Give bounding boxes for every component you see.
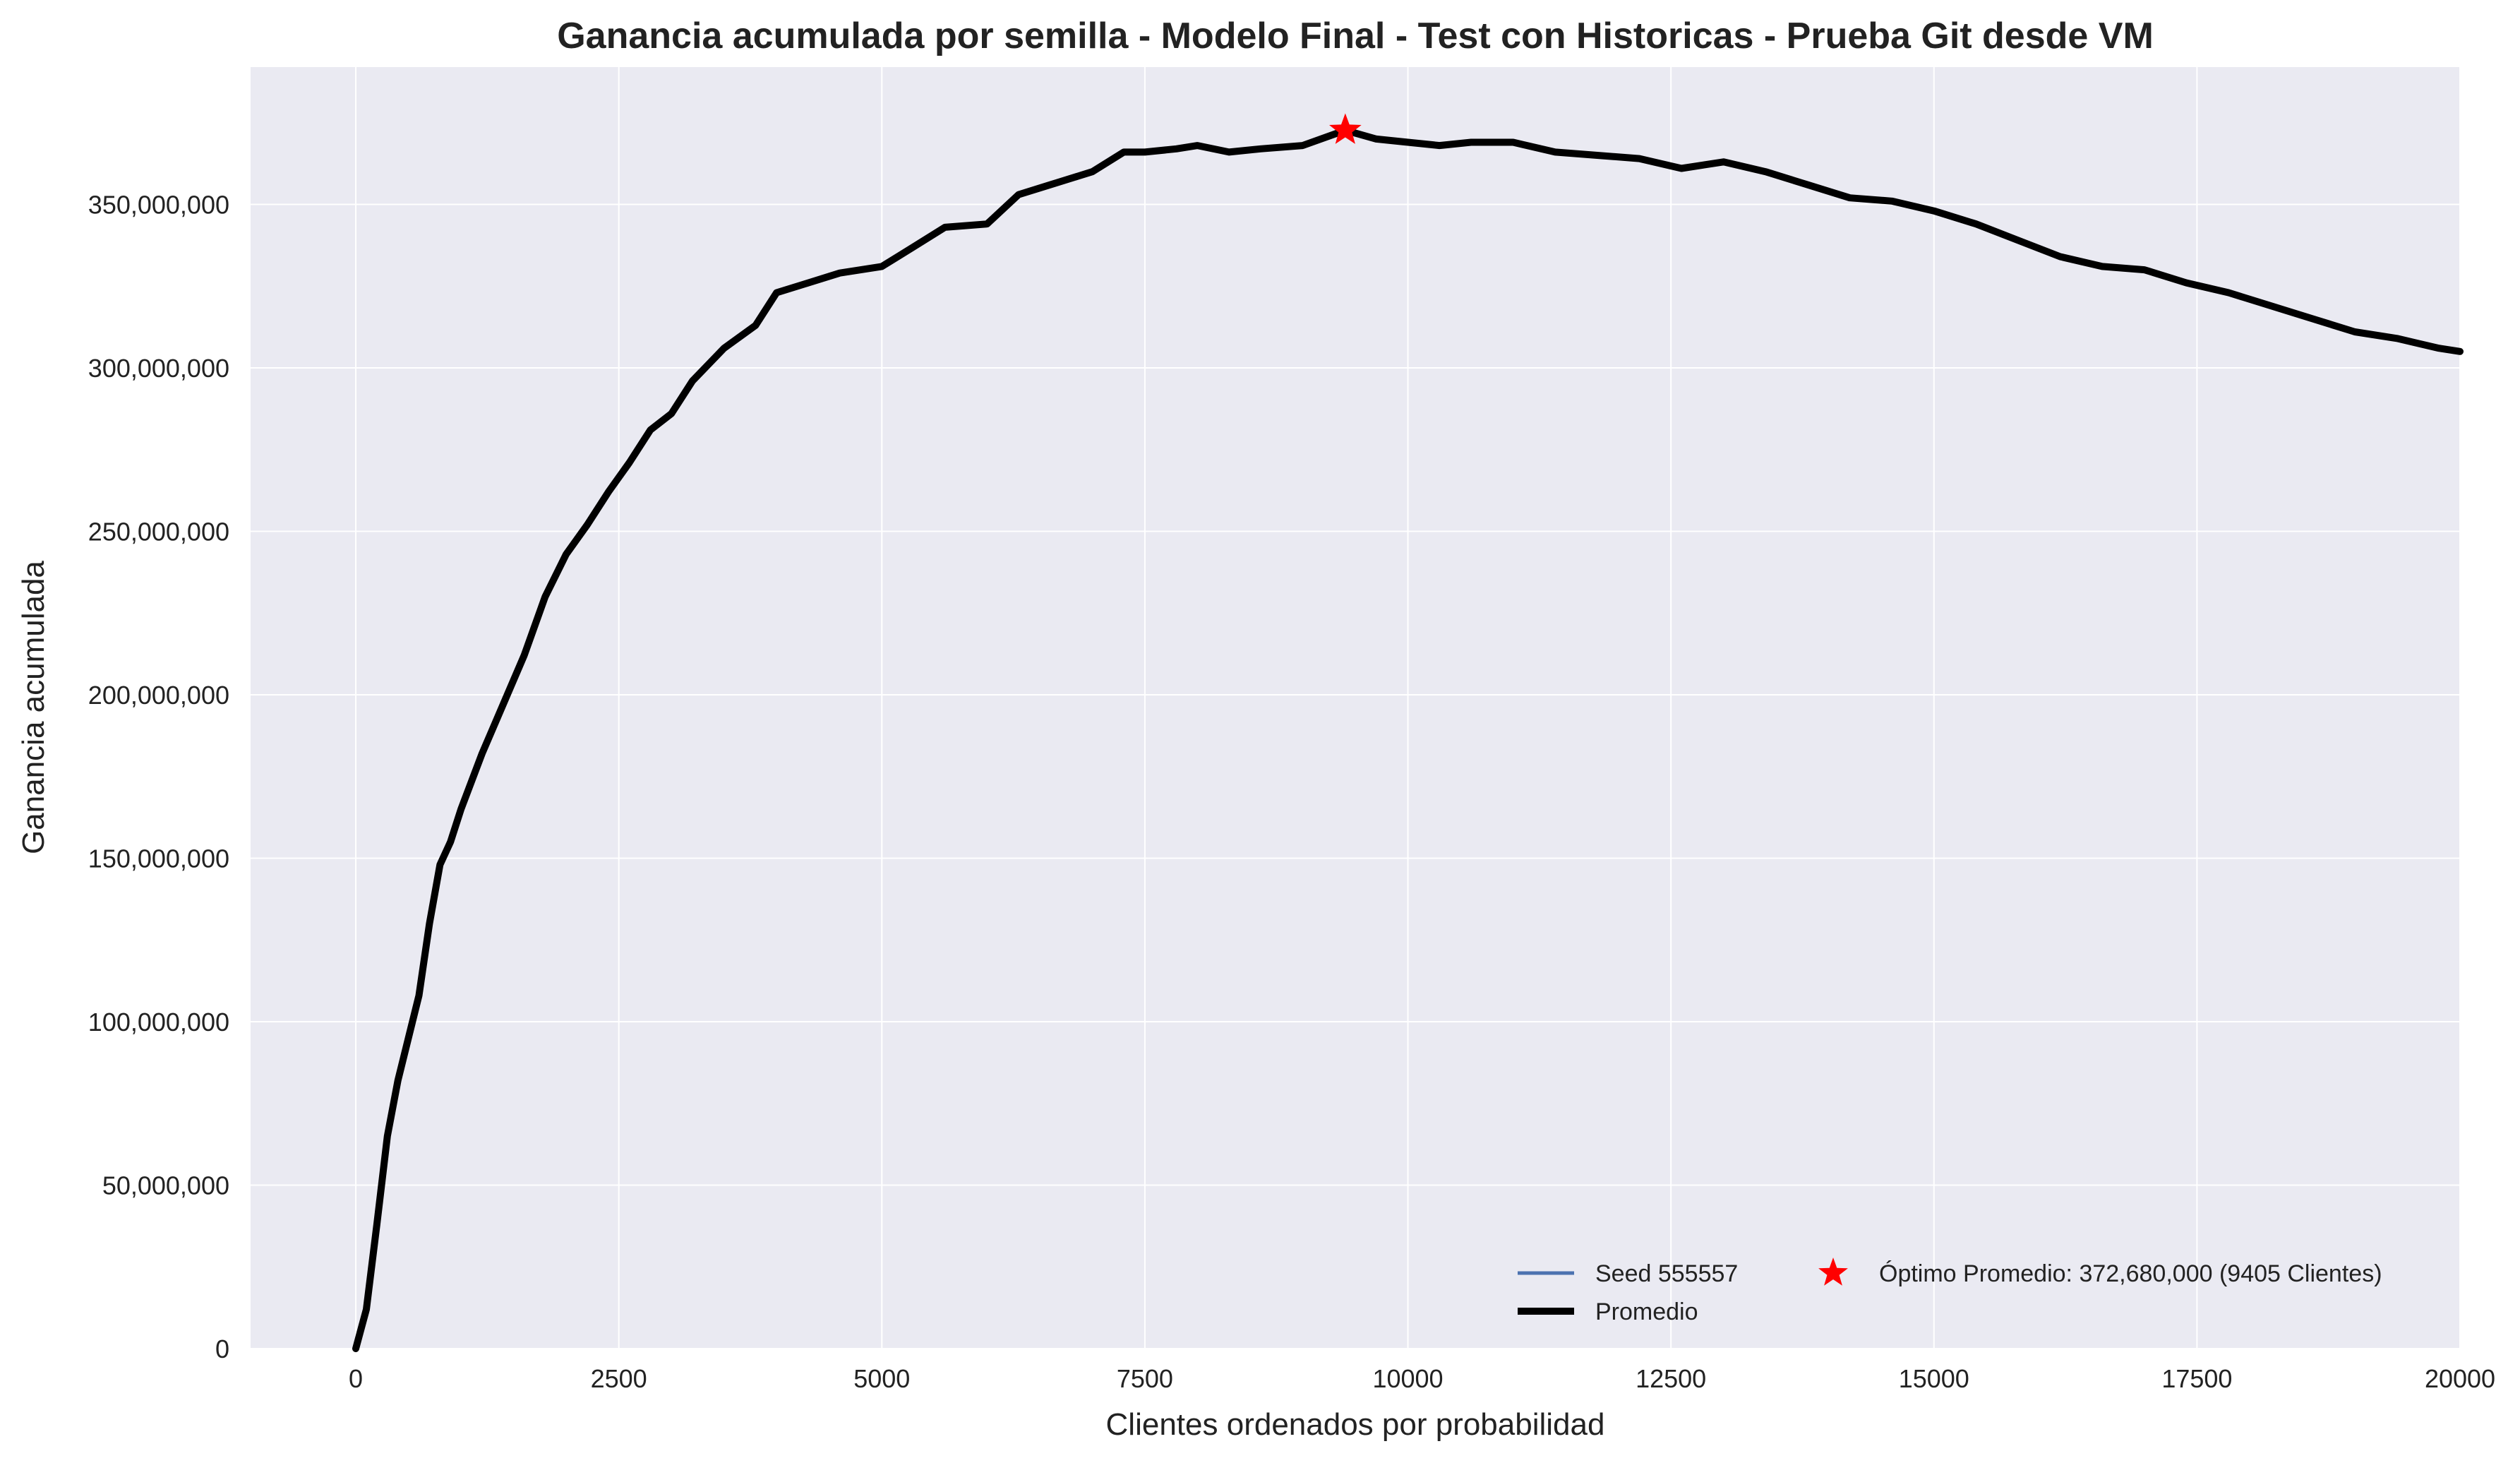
grid-lines — [251, 67, 2461, 1349]
x-tick-label: 0 — [349, 1364, 363, 1393]
y-tick-label: 50,000,000 — [102, 1171, 229, 1200]
y-tick-label: 200,000,000 — [88, 681, 229, 710]
y-axis-ticks: 0 50,000,000 100,000,000 150,000,000 200,000… — [88, 190, 229, 1363]
legend-star-icon — [1818, 1258, 1848, 1286]
y-tick-label: 0 — [215, 1334, 229, 1363]
y-tick-label: 350,000,000 — [88, 190, 229, 219]
x-tick-label: 7500 — [1117, 1364, 1173, 1393]
x-tick-label: 10000 — [1372, 1364, 1443, 1393]
legend-label-seed: Seed 555557 — [1595, 1260, 1738, 1287]
x-tick-label: 17500 — [2161, 1364, 2232, 1393]
y-tick-label: 300,000,000 — [88, 354, 229, 383]
series-lines — [352, 126, 2464, 1352]
chart-title: Ganancia acumulada por semilla - Modelo … — [557, 16, 2154, 56]
legend: Seed 555557 Promedio Óptimo Promedio: 37… — [1518, 1258, 2382, 1325]
series-line-promedio — [352, 126, 2464, 1352]
x-tick-label: 20000 — [2425, 1364, 2495, 1393]
y-tick-label: 150,000,000 — [88, 844, 229, 873]
x-tick-label: 5000 — [853, 1364, 910, 1393]
x-axis-label: Clientes ordenados por probabilidad — [1106, 1407, 1605, 1442]
y-tick-label: 100,000,000 — [88, 1008, 229, 1037]
x-axis-ticks: 0 2500 5000 7500 10000 12500 15000 17500 20000 — [349, 1364, 2495, 1393]
optimum-star-marker — [1329, 113, 1362, 144]
x-tick-label: 2500 — [591, 1364, 647, 1393]
plot-area — [251, 67, 2460, 1349]
optimum-marker-layer — [1329, 113, 1362, 144]
x-tick-label: 12500 — [1636, 1364, 1706, 1393]
legend-label-optimum: Óptimo Promedio: 372,680,000 (9405 Clien… — [1879, 1260, 2382, 1287]
legend-label-promedio: Promedio — [1595, 1298, 1698, 1325]
y-axis-label: Ganancia acumulada — [16, 561, 51, 854]
x-tick-label: 15000 — [1899, 1364, 1969, 1393]
y-tick-label: 250,000,000 — [88, 517, 229, 546]
